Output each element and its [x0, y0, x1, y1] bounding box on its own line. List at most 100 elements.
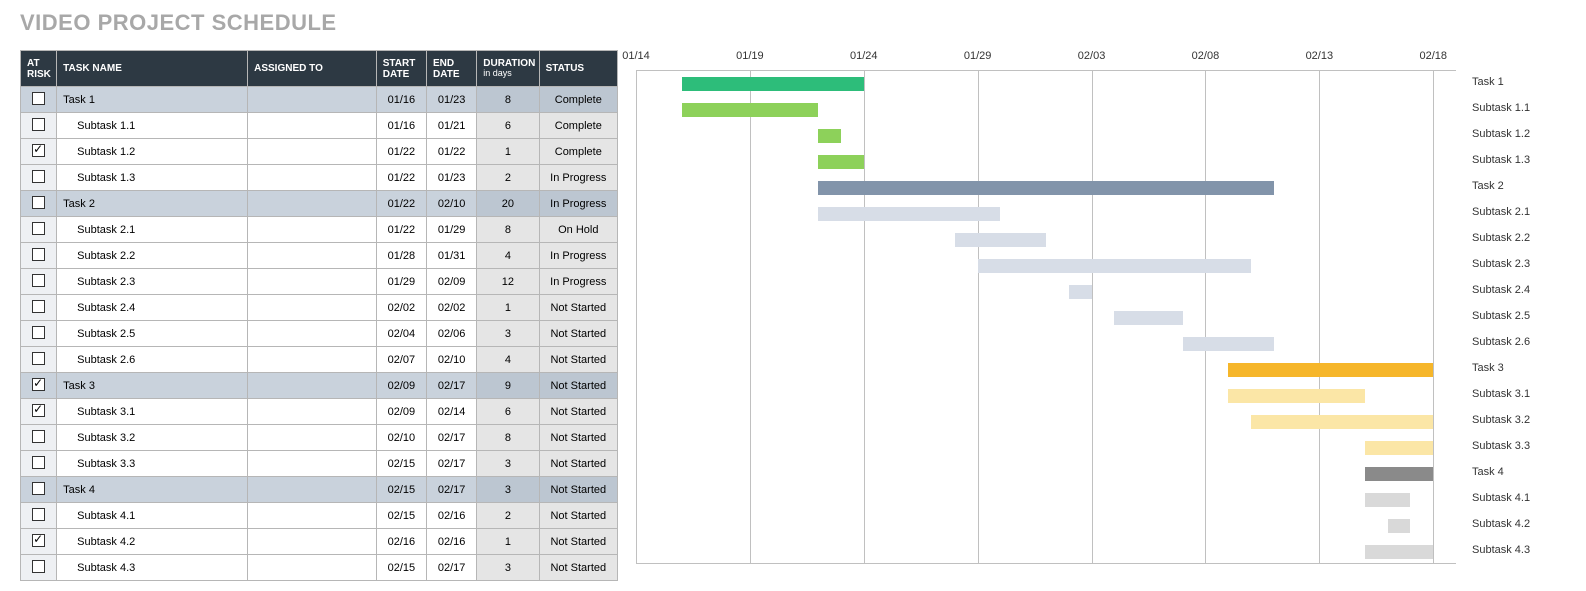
assigned-cell[interactable]: [248, 191, 377, 217]
status-cell[interactable]: On Hold: [539, 217, 617, 243]
status-cell[interactable]: In Progress: [539, 243, 617, 269]
start-date-cell[interactable]: 02/04: [376, 321, 426, 347]
start-date-cell[interactable]: 02/09: [376, 399, 426, 425]
assigned-cell[interactable]: [248, 269, 377, 295]
end-date-cell[interactable]: 02/14: [427, 399, 477, 425]
task-name-cell[interactable]: Subtask 2.3: [57, 269, 248, 295]
assigned-cell[interactable]: [248, 555, 377, 581]
at-risk-checkbox[interactable]: [32, 222, 45, 235]
gantt-bar[interactable]: [818, 207, 1000, 221]
start-date-cell[interactable]: 01/22: [376, 217, 426, 243]
end-date-cell[interactable]: 02/09: [427, 269, 477, 295]
task-name-cell[interactable]: Subtask 3.1: [57, 399, 248, 425]
at-risk-checkbox[interactable]: [32, 560, 45, 573]
gantt-bar[interactable]: [682, 103, 819, 117]
at-risk-checkbox[interactable]: [32, 508, 45, 521]
gantt-bar[interactable]: [978, 259, 1251, 273]
task-name-cell[interactable]: Subtask 1.2: [57, 139, 248, 165]
start-date-cell[interactable]: 02/15: [376, 451, 426, 477]
start-date-cell[interactable]: 02/10: [376, 425, 426, 451]
end-date-cell[interactable]: 01/31: [427, 243, 477, 269]
status-cell[interactable]: Not Started: [539, 555, 617, 581]
status-cell[interactable]: Not Started: [539, 347, 617, 373]
gantt-bar[interactable]: [1114, 311, 1182, 325]
task-name-cell[interactable]: Task 1: [57, 87, 248, 113]
at-risk-checkbox[interactable]: [32, 92, 45, 105]
task-name-cell[interactable]: Subtask 2.1: [57, 217, 248, 243]
gantt-bar[interactable]: [818, 181, 1274, 195]
gantt-bar[interactable]: [1069, 285, 1092, 299]
at-risk-checkbox[interactable]: [32, 326, 45, 339]
task-name-cell[interactable]: Task 4: [57, 477, 248, 503]
at-risk-checkbox[interactable]: [32, 248, 45, 261]
task-name-cell[interactable]: Subtask 2.2: [57, 243, 248, 269]
assigned-cell[interactable]: [248, 477, 377, 503]
start-date-cell[interactable]: 01/28: [376, 243, 426, 269]
end-date-cell[interactable]: 02/10: [427, 191, 477, 217]
end-date-cell[interactable]: 01/23: [427, 87, 477, 113]
task-name-cell[interactable]: Subtask 3.2: [57, 425, 248, 451]
assigned-cell[interactable]: [248, 503, 377, 529]
start-date-cell[interactable]: 02/16: [376, 529, 426, 555]
at-risk-checkbox[interactable]: [32, 196, 45, 209]
assigned-cell[interactable]: [248, 399, 377, 425]
start-date-cell[interactable]: 02/02: [376, 295, 426, 321]
gantt-bar[interactable]: [955, 233, 1046, 247]
at-risk-checkbox[interactable]: [32, 300, 45, 313]
start-date-cell[interactable]: 01/16: [376, 87, 426, 113]
gantt-bar[interactable]: [682, 77, 864, 91]
start-date-cell[interactable]: 02/15: [376, 555, 426, 581]
status-cell[interactable]: Not Started: [539, 321, 617, 347]
task-name-cell[interactable]: Subtask 4.3: [57, 555, 248, 581]
at-risk-checkbox[interactable]: [32, 378, 45, 391]
status-cell[interactable]: Complete: [539, 87, 617, 113]
end-date-cell[interactable]: 01/29: [427, 217, 477, 243]
task-name-cell[interactable]: Task 3: [57, 373, 248, 399]
gantt-bar[interactable]: [1228, 363, 1433, 377]
assigned-cell[interactable]: [248, 529, 377, 555]
gantt-bar[interactable]: [1365, 467, 1433, 481]
end-date-cell[interactable]: 02/17: [427, 477, 477, 503]
status-cell[interactable]: Not Started: [539, 529, 617, 555]
task-name-cell[interactable]: Subtask 2.5: [57, 321, 248, 347]
at-risk-checkbox[interactable]: [32, 118, 45, 131]
at-risk-checkbox[interactable]: [32, 144, 45, 157]
task-name-cell[interactable]: Subtask 4.1: [57, 503, 248, 529]
at-risk-checkbox[interactable]: [32, 274, 45, 287]
gantt-bar[interactable]: [818, 155, 864, 169]
task-name-cell[interactable]: Subtask 2.4: [57, 295, 248, 321]
end-date-cell[interactable]: 02/17: [427, 451, 477, 477]
gantt-bar[interactable]: [818, 129, 841, 143]
start-date-cell[interactable]: 01/22: [376, 191, 426, 217]
assigned-cell[interactable]: [248, 139, 377, 165]
at-risk-checkbox[interactable]: [32, 170, 45, 183]
task-name-cell[interactable]: Subtask 2.6: [57, 347, 248, 373]
assigned-cell[interactable]: [248, 217, 377, 243]
status-cell[interactable]: In Progress: [539, 269, 617, 295]
status-cell[interactable]: Not Started: [539, 477, 617, 503]
gantt-bar[interactable]: [1388, 519, 1411, 533]
gantt-bar[interactable]: [1183, 337, 1274, 351]
status-cell[interactable]: Complete: [539, 113, 617, 139]
status-cell[interactable]: Not Started: [539, 295, 617, 321]
task-name-cell[interactable]: Subtask 3.3: [57, 451, 248, 477]
end-date-cell[interactable]: 02/06: [427, 321, 477, 347]
task-name-cell[interactable]: Subtask 4.2: [57, 529, 248, 555]
end-date-cell[interactable]: 02/02: [427, 295, 477, 321]
status-cell[interactable]: Complete: [539, 139, 617, 165]
end-date-cell[interactable]: 02/16: [427, 529, 477, 555]
assigned-cell[interactable]: [248, 243, 377, 269]
at-risk-checkbox[interactable]: [32, 534, 45, 547]
status-cell[interactable]: Not Started: [539, 425, 617, 451]
status-cell[interactable]: Not Started: [539, 503, 617, 529]
assigned-cell[interactable]: [248, 321, 377, 347]
at-risk-checkbox[interactable]: [32, 352, 45, 365]
gantt-bar[interactable]: [1228, 389, 1365, 403]
task-name-cell[interactable]: Subtask 1.3: [57, 165, 248, 191]
end-date-cell[interactable]: 01/23: [427, 165, 477, 191]
start-date-cell[interactable]: 02/15: [376, 503, 426, 529]
task-name-cell[interactable]: Subtask 1.1: [57, 113, 248, 139]
end-date-cell[interactable]: 01/21: [427, 113, 477, 139]
at-risk-checkbox[interactable]: [32, 456, 45, 469]
end-date-cell[interactable]: 02/16: [427, 503, 477, 529]
